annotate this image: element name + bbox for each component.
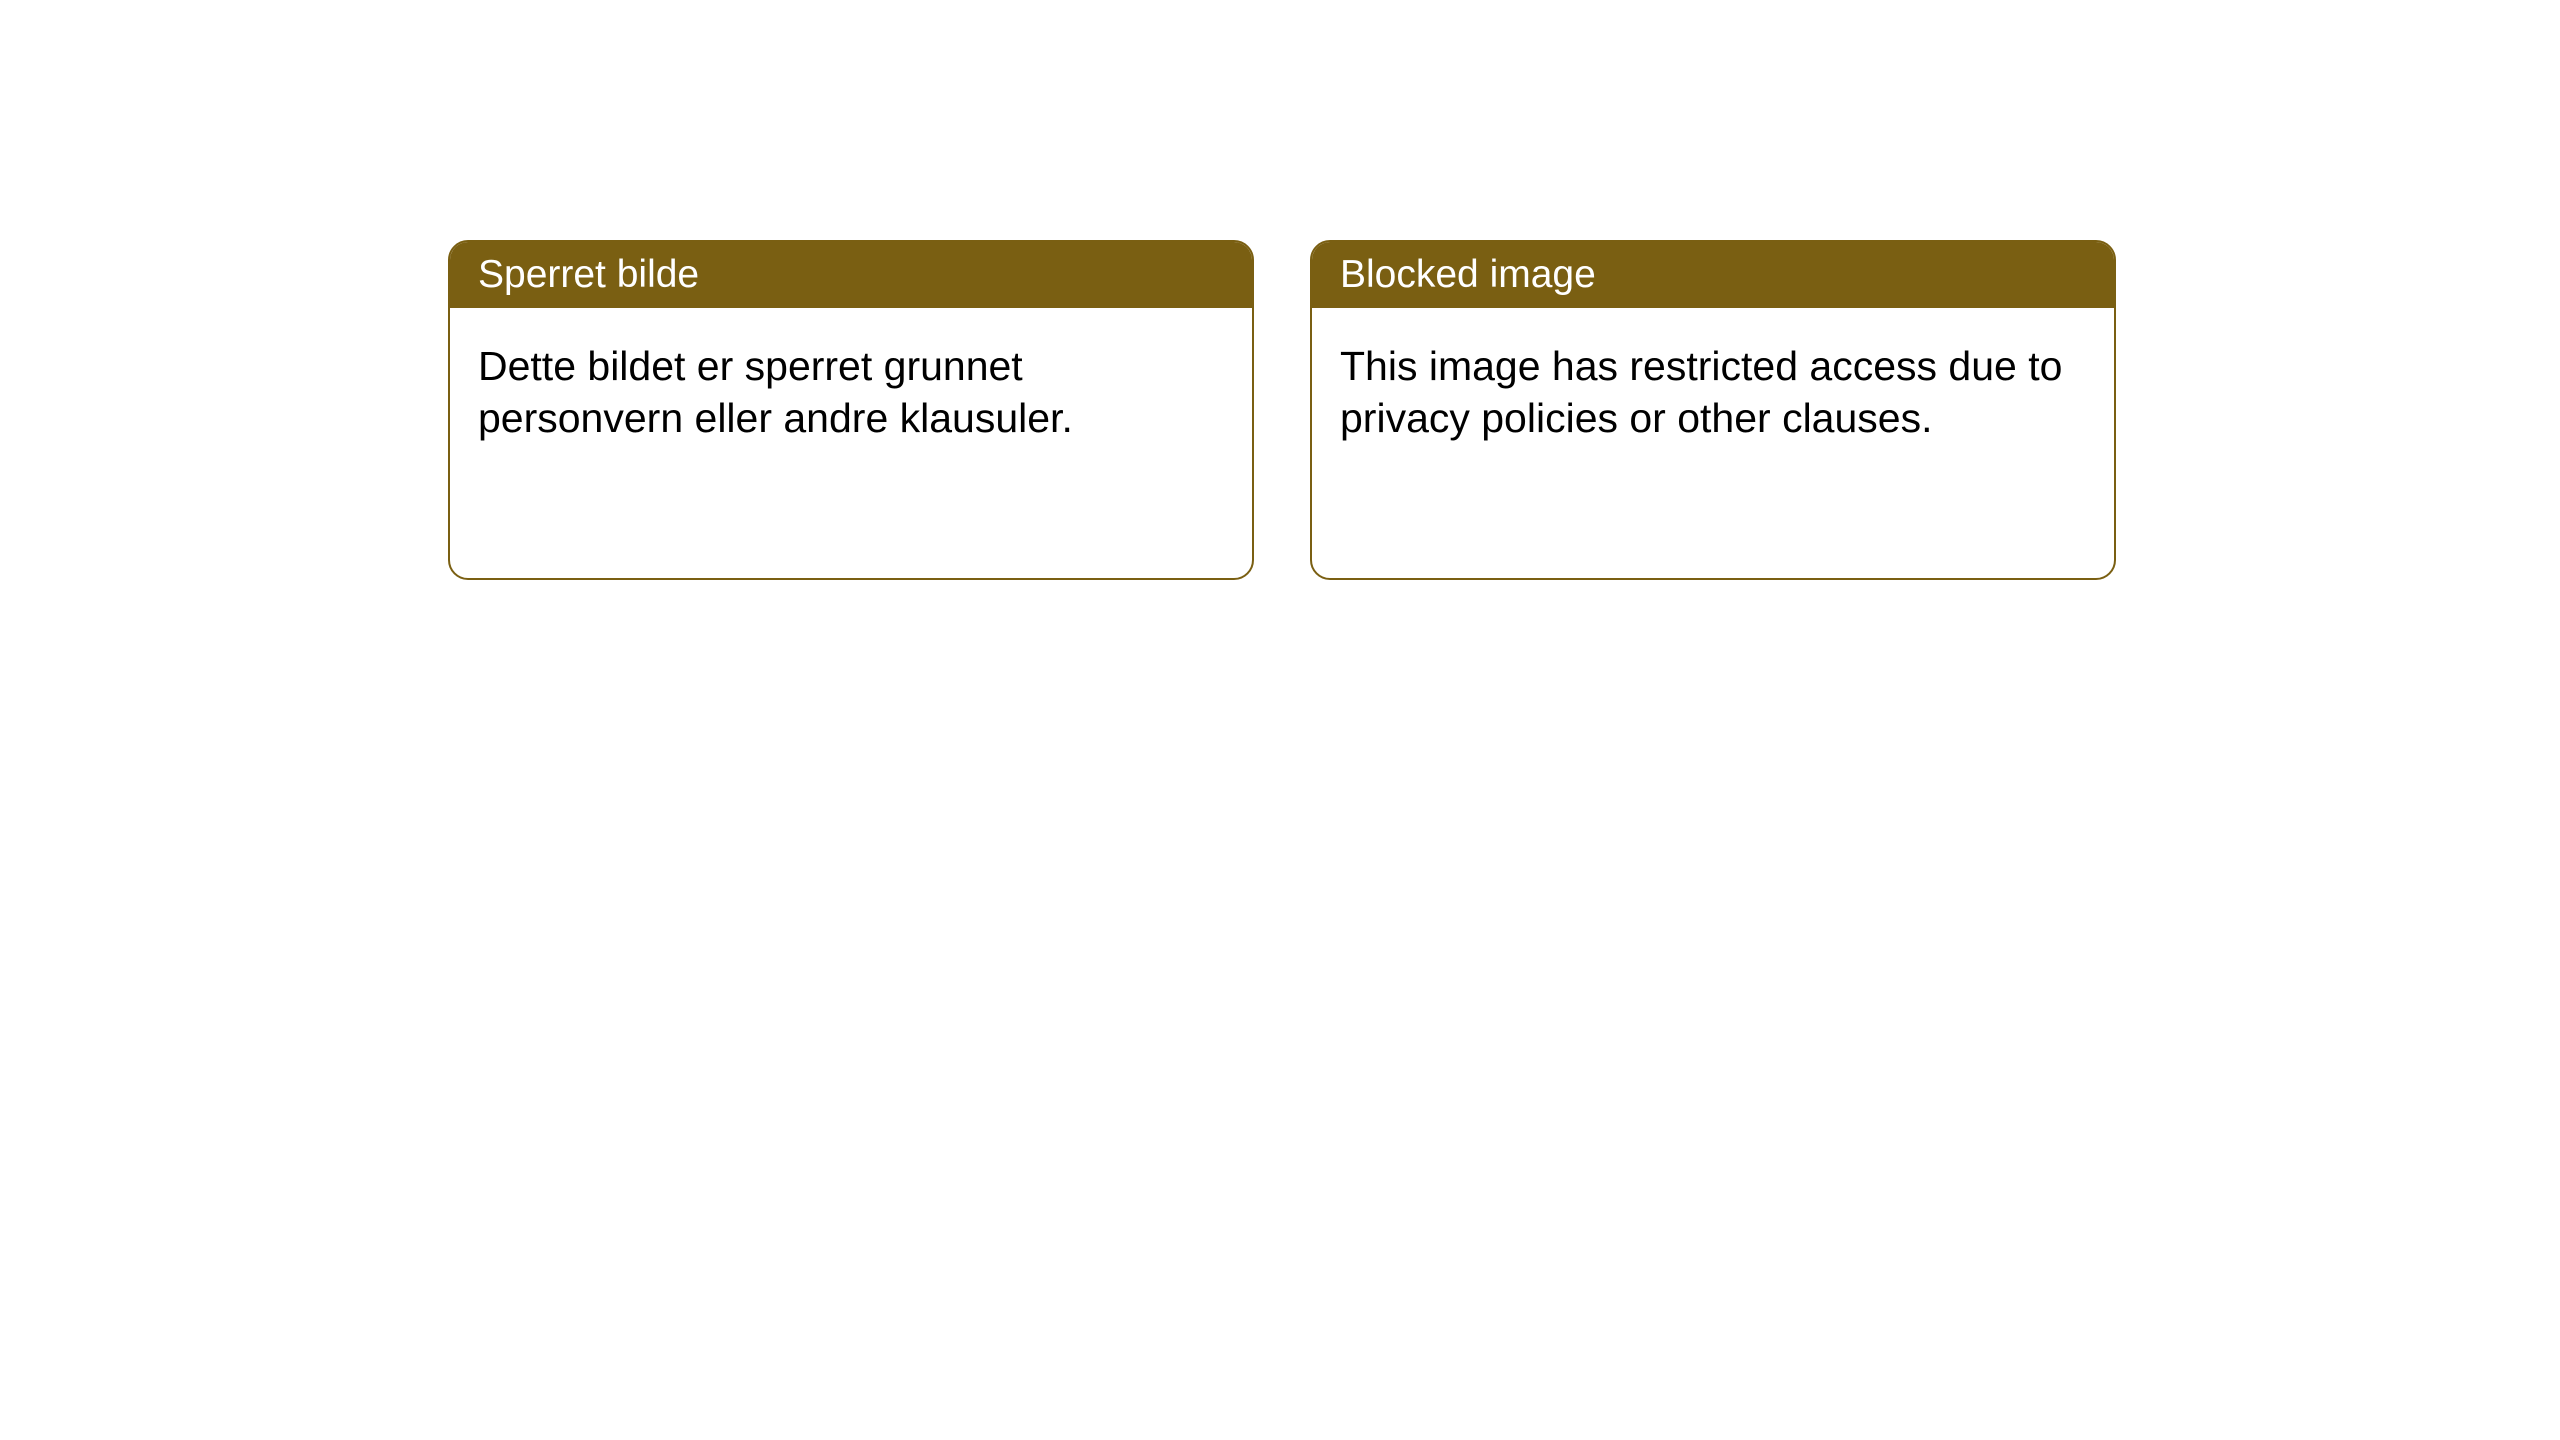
notice-card-header: Blocked image: [1312, 242, 2114, 308]
notice-body-text: This image has restricted access due to …: [1340, 343, 2062, 441]
notice-title: Sperret bilde: [478, 253, 699, 296]
notice-body-text: Dette bildet er sperret grunnet personve…: [478, 343, 1073, 441]
notice-card-english: Blocked image This image has restricted …: [1310, 240, 2116, 580]
notice-title: Blocked image: [1340, 253, 1596, 296]
notice-card-header: Sperret bilde: [450, 242, 1252, 308]
notice-card-body: This image has restricted access due to …: [1312, 308, 2114, 578]
notice-card-body: Dette bildet er sperret grunnet personve…: [450, 308, 1252, 578]
notice-card-norwegian: Sperret bilde Dette bildet er sperret gr…: [448, 240, 1254, 580]
notice-container: Sperret bilde Dette bildet er sperret gr…: [0, 0, 2560, 580]
